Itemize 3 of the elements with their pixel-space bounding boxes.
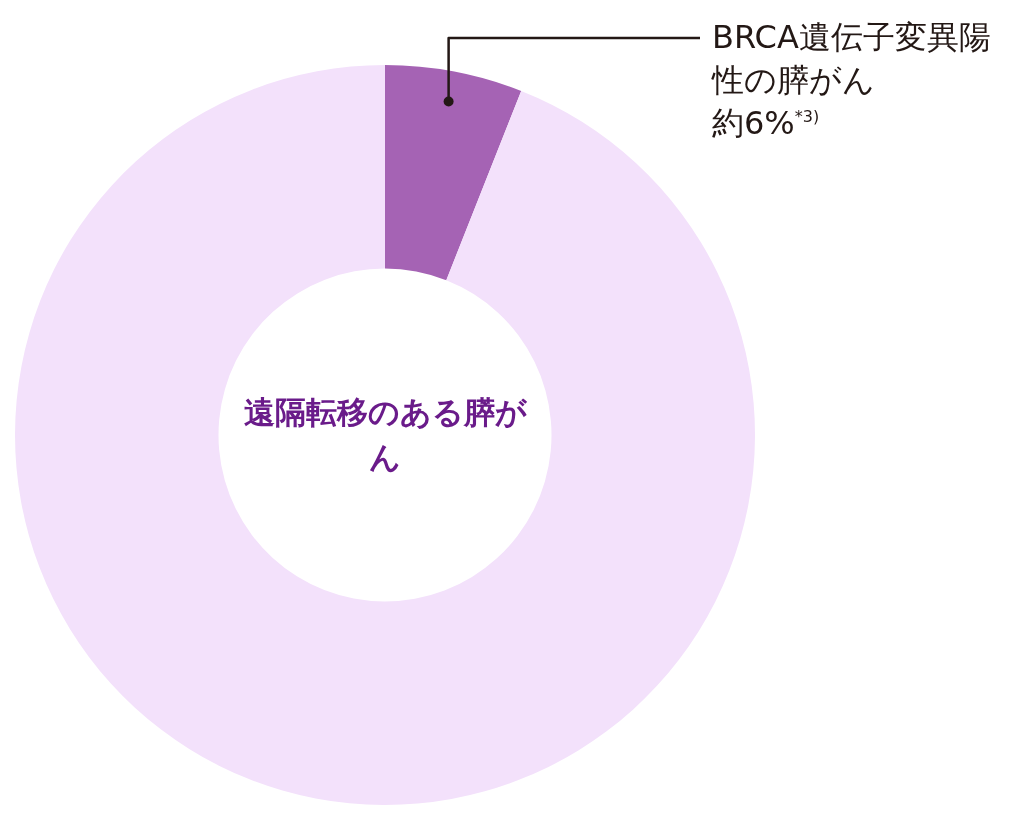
text: 遠隔転移のある膵がん <box>242 393 528 477</box>
slice-label: BRCA遺伝子変異陽性の膵がん <box>712 17 992 102</box>
data-label: 約6%$^{*3)}$ <box>712 103 821 145</box>
